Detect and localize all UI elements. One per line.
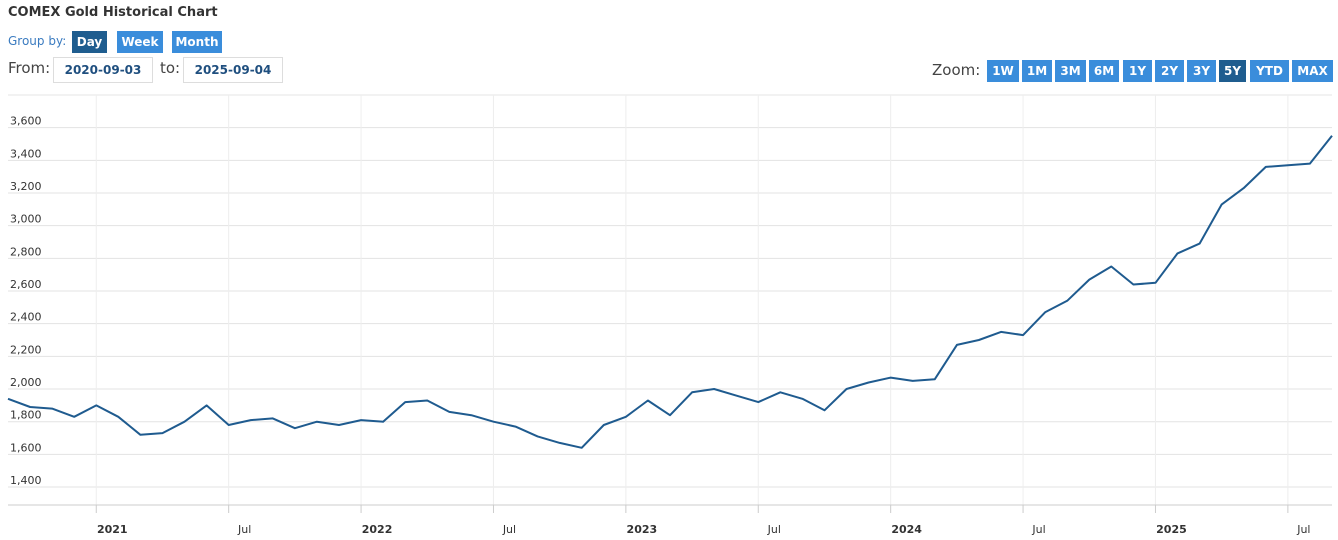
x-tick-label: Jul xyxy=(1296,523,1310,536)
y-tick-label: 2,800 xyxy=(10,245,42,258)
y-tick-label: 2,400 xyxy=(10,311,42,324)
option-button[interactable]: MAX xyxy=(1292,60,1333,82)
from-label: From: xyxy=(8,59,51,77)
y-tick-label: 3,600 xyxy=(10,115,42,128)
y-tick-label: 2,200 xyxy=(10,343,42,356)
price-line xyxy=(7,135,1333,449)
to-input[interactable]: 2025-09-04 xyxy=(183,57,283,83)
option-button[interactable]: Month xyxy=(172,31,222,53)
zoom-label: Zoom: xyxy=(932,61,981,79)
x-tick-label: Jul xyxy=(237,523,251,536)
x-tick-label: Jul xyxy=(502,523,516,536)
x-tick-label: Jul xyxy=(1031,523,1045,536)
y-tick-label: 1,800 xyxy=(10,409,42,422)
x-tick-label: Jul xyxy=(767,523,781,536)
option-button[interactable]: 1W xyxy=(987,60,1019,82)
x-tick-label: 2021 xyxy=(97,523,128,536)
title: COMEX Gold Historical Chart xyxy=(8,5,218,20)
option-button[interactable]: 5Y xyxy=(1219,60,1246,82)
to-label: to: xyxy=(160,59,181,77)
option-button[interactable]: 1Y xyxy=(1123,60,1152,82)
group-by-label: Group by: xyxy=(8,34,67,48)
y-tick-label: 1,600 xyxy=(10,441,42,454)
option-button[interactable]: 3Y xyxy=(1187,60,1216,82)
x-tick-label: 2023 xyxy=(627,523,658,536)
x-tick-label: 2024 xyxy=(891,523,922,536)
option-button[interactable]: Day xyxy=(72,31,107,53)
y-tick-label: 3,000 xyxy=(10,213,42,226)
option-button[interactable]: 1M xyxy=(1022,60,1052,82)
option-button[interactable]: 2Y xyxy=(1155,60,1184,82)
y-tick-label: 1,400 xyxy=(10,474,42,487)
y-tick-label: 2,000 xyxy=(10,376,42,389)
y-tick-label: 2,600 xyxy=(10,278,42,291)
option-button[interactable]: 3M xyxy=(1055,60,1086,82)
option-button[interactable]: Week xyxy=(117,31,163,53)
option-button[interactable]: 6M xyxy=(1089,60,1119,82)
option-button[interactable]: YTD xyxy=(1250,60,1289,82)
x-tick-label: 2025 xyxy=(1156,523,1187,536)
y-tick-label: 3,400 xyxy=(10,147,42,160)
from-input[interactable]: 2020-09-03 xyxy=(53,57,153,83)
x-tick-label: 2022 xyxy=(362,523,393,536)
y-tick-label: 3,200 xyxy=(10,180,42,193)
